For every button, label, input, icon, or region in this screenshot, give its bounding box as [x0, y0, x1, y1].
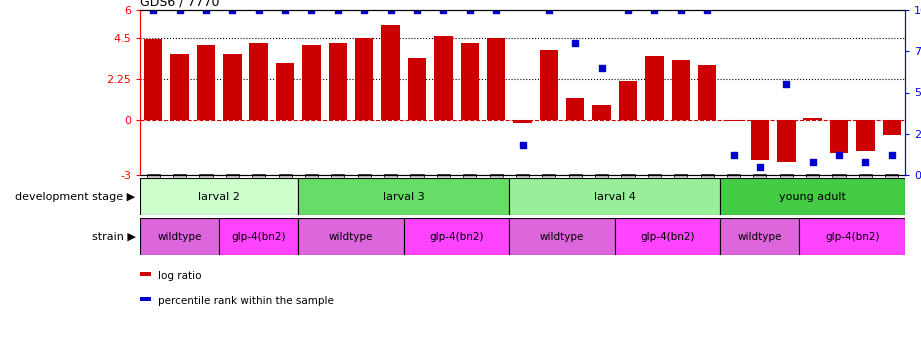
Point	[673, 7, 688, 13]
Bar	[298, 218, 403, 255]
Point	[515, 142, 530, 148]
Point	[304, 7, 319, 13]
Bar	[276, 63, 295, 120]
Point	[568, 40, 583, 46]
Bar	[720, 218, 799, 255]
Bar	[509, 178, 720, 215]
Bar	[355, 39, 373, 120]
Point	[356, 7, 371, 13]
Bar	[329, 43, 347, 120]
Bar	[646, 56, 664, 120]
Bar	[803, 118, 822, 120]
Bar	[671, 60, 690, 120]
Bar	[509, 218, 615, 255]
Point	[172, 7, 187, 13]
Text: glp-4(bn2): glp-4(bn2)	[429, 231, 484, 241]
Text: wildtype: wildtype	[738, 231, 782, 241]
Text: young adult: young adult	[779, 191, 846, 201]
Bar	[434, 36, 452, 120]
Point	[779, 81, 794, 87]
Bar	[540, 50, 558, 120]
Text: wildtype: wildtype	[329, 231, 373, 241]
Bar	[720, 178, 905, 215]
Point	[621, 7, 635, 13]
Point	[251, 7, 266, 13]
Text: log ratio: log ratio	[158, 271, 202, 281]
Bar	[302, 45, 321, 120]
Point	[278, 7, 293, 13]
Text: GDS6 / 7770: GDS6 / 7770	[140, 0, 219, 9]
Bar	[830, 120, 848, 153]
Bar	[460, 43, 479, 120]
Point	[410, 7, 425, 13]
Point	[383, 7, 398, 13]
Point	[805, 159, 820, 165]
Bar	[487, 39, 506, 120]
Point	[858, 159, 873, 165]
Bar	[140, 178, 298, 215]
Text: glp-4(bn2): glp-4(bn2)	[231, 231, 286, 241]
Bar	[250, 43, 268, 120]
Point	[146, 7, 160, 13]
Text: glp-4(bn2): glp-4(bn2)	[825, 231, 880, 241]
Text: larval 2: larval 2	[198, 191, 240, 201]
Bar	[751, 120, 769, 160]
Bar	[144, 39, 162, 120]
Bar	[381, 25, 400, 120]
Text: percentile rank within the sample: percentile rank within the sample	[158, 296, 334, 306]
Point	[542, 7, 556, 13]
Bar	[724, 120, 742, 121]
Point	[884, 152, 899, 158]
Text: glp-4(bn2): glp-4(bn2)	[640, 231, 694, 241]
Point	[225, 7, 239, 13]
Bar	[882, 120, 901, 135]
Bar	[857, 120, 875, 151]
Bar	[698, 65, 717, 120]
Point	[199, 7, 214, 13]
Point	[331, 7, 345, 13]
Bar	[223, 54, 241, 120]
Text: larval 3: larval 3	[383, 191, 425, 201]
Bar	[403, 218, 509, 255]
Bar	[619, 81, 637, 120]
Text: wildtype: wildtype	[157, 231, 202, 241]
Point	[489, 7, 504, 13]
Text: development stage ▶: development stage ▶	[16, 191, 135, 201]
Bar	[197, 45, 216, 120]
Bar	[592, 105, 611, 120]
Point	[726, 152, 740, 158]
Point	[647, 7, 662, 13]
Bar	[566, 98, 585, 120]
Point	[700, 7, 715, 13]
Bar	[408, 58, 426, 120]
Bar	[615, 218, 720, 255]
Point	[436, 7, 450, 13]
Bar	[298, 178, 509, 215]
Bar	[513, 120, 531, 123]
Text: strain ▶: strain ▶	[91, 231, 135, 241]
Point	[832, 152, 846, 158]
Text: wildtype: wildtype	[540, 231, 584, 241]
Bar	[799, 218, 905, 255]
Bar	[777, 120, 796, 162]
Bar	[219, 218, 298, 255]
Point	[462, 7, 477, 13]
Point	[752, 164, 767, 170]
Bar	[140, 218, 219, 255]
Text: larval 4: larval 4	[594, 191, 635, 201]
Bar	[170, 54, 189, 120]
Point	[594, 65, 609, 71]
